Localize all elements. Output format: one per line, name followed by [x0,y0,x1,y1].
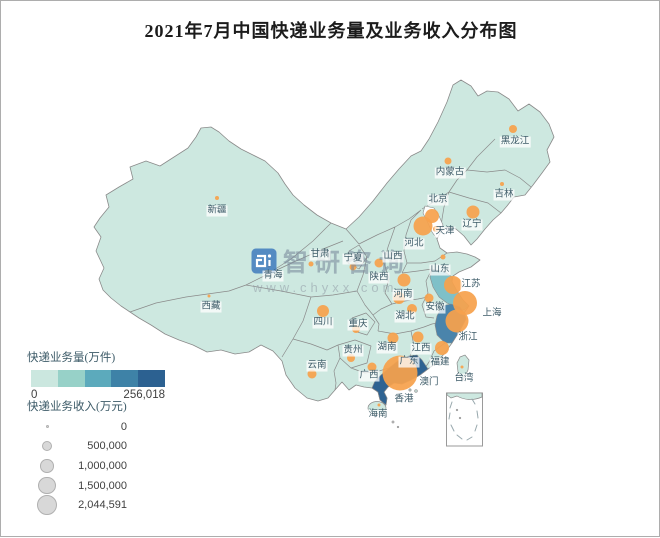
small-island-dot [391,420,395,424]
revenue-size-scale: 0 500,000 1,000,000 1,500,000 2,044,591 [27,417,127,516]
revenue-legend-circle [38,476,56,495]
bubble-青海 [267,264,271,268]
bubble-吉林 [500,182,504,186]
bubble-浙江 [445,309,469,333]
bubble-福建 [435,341,449,355]
chart-title: 2021年7月中国快递业务量及业务收入分布图 [144,21,518,41]
revenue-legend-row: 1,500,000 [27,476,127,496]
revenue-legend-value: 1,000,000 [78,459,127,472]
bubble-重庆 [352,325,360,333]
bubble-贵州 [347,354,355,362]
bubble-广东 [382,355,418,391]
bubble-江苏 [444,276,462,294]
revenue-legend-value: 2,044,591 [78,499,127,512]
volume-scale-swatch [31,370,58,387]
bubble-黑龙江 [509,125,517,133]
bubble-陕西 [397,273,411,287]
bubble-安徽 [424,293,434,303]
revenue-legend-value: 1,500,000 [78,479,127,492]
volume-color-scale [31,370,165,387]
revenue-legend: 快递业务收入(万元) 0 500,000 1,000,000 1,500,000 2,0… [27,398,127,516]
hongkong-island-dot [414,389,418,393]
volume-scale-swatch [57,370,85,387]
revenue-legend-circle [40,459,54,473]
bubble-四川 [317,305,329,317]
bubble-辽宁 [466,205,480,219]
volume-min-label: 0 [31,389,38,401]
south-china-sea-inset [446,392,483,447]
bubble-台湾 [460,365,464,369]
macau-island-dot [408,388,412,392]
bubble-河南 [393,292,405,304]
bubble-西藏 [207,294,211,298]
bubble-山东 [440,254,446,260]
bubble-宁夏 [349,263,357,271]
volume-scale-swatch [138,370,165,387]
revenue-legend-value: 500,000 [87,440,127,453]
bubble-海南 [377,403,381,407]
bubble-广西 [367,362,377,372]
bubble-天津 [433,226,439,232]
bubble-湖北 [407,304,417,314]
bubble-内蒙古 [444,157,452,165]
revenue-legend-circle [42,441,52,452]
bubble-山西 [374,258,384,268]
volume-scale-swatch [111,370,139,387]
revenue-legend-circle [36,494,58,516]
bubble-湖南 [387,332,399,344]
bubble-甘肃 [308,261,314,267]
revenue-legend-circle [45,425,49,429]
bubble-新疆 [215,196,219,200]
bubble-江西 [412,331,424,343]
revenue-legend-value: 0 [120,420,127,433]
revenue-legend-row: 1,000,000 [27,456,127,476]
revenue-legend-row: 500,000 [27,437,127,457]
bubble-上海 [453,291,477,315]
small-island-dot [396,425,400,429]
revenue-legend-row: 0 [27,417,127,437]
volume-legend-title: 快递业务量(万件) [27,352,116,364]
hainan-island [367,401,387,415]
revenue-legend-title: 快递业务收入(万元) [27,401,127,413]
nine-dash-line [448,398,479,441]
bubble-河北 [413,216,433,236]
volume-scale-swatch [84,370,112,387]
volume-max-label: 256,018 [123,389,165,401]
bubble-云南 [307,369,317,379]
revenue-legend-row: 2,044,591 [27,494,127,516]
volume-legend: 快递业务量(万件) 0 256,018 [27,349,165,401]
